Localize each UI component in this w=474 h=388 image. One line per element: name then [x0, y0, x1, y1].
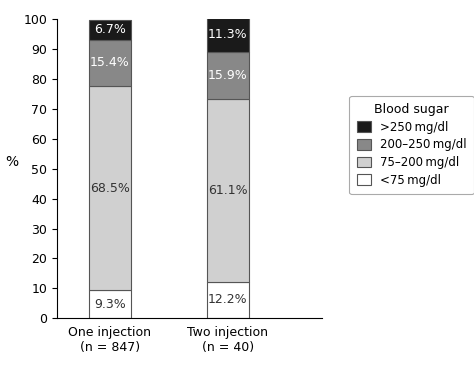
- Legend: >250 mg/dl, 200–250 mg/dl, 75–200 mg/dl, <75 mg/dl: >250 mg/dl, 200–250 mg/dl, 75–200 mg/dl,…: [349, 96, 474, 194]
- Bar: [89, 20, 131, 40]
- Text: 15.9%: 15.9%: [208, 69, 248, 82]
- Bar: [207, 18, 248, 52]
- Text: 68.5%: 68.5%: [90, 182, 130, 194]
- Bar: [89, 40, 131, 86]
- Y-axis label: %: %: [6, 155, 19, 169]
- Bar: [89, 86, 131, 290]
- Text: 15.4%: 15.4%: [90, 56, 130, 69]
- Text: 12.2%: 12.2%: [208, 293, 248, 307]
- Text: 6.7%: 6.7%: [94, 23, 126, 36]
- Bar: [207, 99, 248, 282]
- Bar: [207, 282, 248, 318]
- Text: 9.3%: 9.3%: [94, 298, 126, 311]
- Bar: [89, 290, 131, 318]
- Bar: [207, 52, 248, 99]
- Text: 11.3%: 11.3%: [208, 28, 248, 41]
- Text: 61.1%: 61.1%: [208, 184, 248, 197]
